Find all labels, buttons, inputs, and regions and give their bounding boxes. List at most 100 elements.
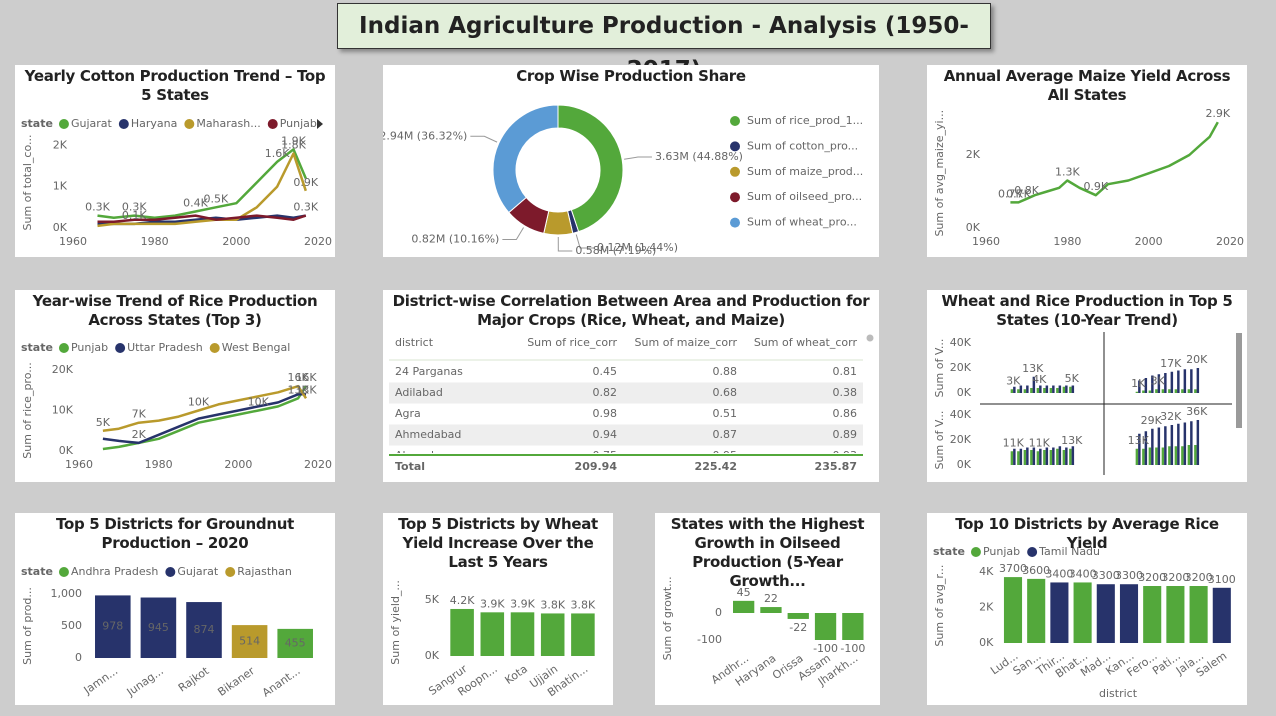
legend-label: West Bengal [222,341,291,354]
data-label: 13K [295,383,317,396]
bar [1144,378,1148,393]
bar [1049,388,1053,393]
bar [1142,390,1145,393]
total-cell: 235.87 [815,460,857,473]
table-cell: 0.45 [593,365,618,378]
bar [1058,446,1062,465]
bar [95,595,131,658]
table-cell: Adilabad [395,386,443,399]
data-label: 0.3K [122,201,147,214]
x-tick-label: 1980 [141,235,169,248]
bar [1027,578,1046,643]
x-tick-label: 1960 [59,235,87,248]
legend-marker [209,343,220,353]
chart-panel: Sum of avg_maize_yi... 0K 2K 1960 1980 2000 20… [927,65,1247,257]
data-label: 3100 [1208,573,1236,586]
data-label: 16K [287,371,309,384]
table-cell: Agra [395,407,421,420]
table-cell: 0.87 [713,428,738,441]
bar [1194,445,1197,465]
bar [1168,446,1171,465]
data-label: 455 [285,636,306,649]
data-label: 2.94M (36.32%) [383,129,467,142]
data-label: -22 [789,621,807,634]
legend-label: Sum of oilseed_pro... [747,190,862,203]
leader-line [624,156,652,160]
chart-svg: Sum of growt... -100045Andhr...22Haryana-… [661,576,865,689]
legend-label: Sum of cotton_pro... [747,139,858,152]
bar [1045,385,1049,393]
data-label: 945 [148,621,169,634]
legend-marker [730,217,740,228]
series-line [102,384,308,433]
legend-label: Punjab [280,117,317,130]
y-axis-label: Sum of avg_maize_yi... [933,110,946,237]
bar [1062,386,1066,393]
legend-marker [730,192,740,203]
data-label: 0.12M (1.44%) [597,241,678,254]
bar [1058,385,1062,393]
y-tick-label: 2K [966,148,981,161]
data-label: 5K [96,416,111,429]
x-tick-label: 1960 [972,235,1000,248]
x-tick-label: 2000 [224,458,252,471]
bar [1164,373,1167,393]
x-tick-label: Kota [502,662,529,687]
y-tick-label: 0K [53,221,68,234]
bar [1030,388,1033,393]
x-tick-label: Junag... [124,664,166,699]
bar [571,613,595,656]
data-label: 3200 [1185,571,1213,584]
x-tick-label: 1980 [145,458,173,471]
y-tick-label: 1K [53,180,68,193]
table-cell: Ahmedabad [395,428,461,441]
table-cell: 0.93 [833,449,858,462]
bar [1069,448,1072,465]
bar [1174,446,1178,465]
bar [1052,447,1055,465]
bar [1187,445,1191,465]
chart-svg: state Gujarat Haryana Maharash... Punjab Sum … [21,117,332,248]
bar [1073,582,1092,643]
bar [1019,448,1023,465]
bar [1003,577,1023,643]
y-tick-label: 20K [950,433,972,446]
bar [1155,389,1158,393]
y-axis-label: Sum of rice_pro... [21,362,34,458]
bar [1019,385,1023,393]
data-label: 10K [188,396,210,409]
dashboard-title: Indian Agriculture Production - Analysis… [337,3,991,83]
bar [1161,389,1165,393]
series-line [97,152,307,228]
legend-marker [58,567,69,577]
bar [1010,389,1014,393]
bar [1194,389,1197,393]
table-cell: 0.89 [833,428,858,441]
legend-scroll-arrow [317,119,323,129]
row-shade [389,382,863,404]
legend-marker [267,119,278,129]
bar [1096,584,1115,643]
data-label: 22 [764,592,778,605]
chart-svg: district Sum of rice_corr Sum of maize_cor… [389,334,874,473]
data-label: 10K [248,396,270,409]
bar [1071,385,1075,393]
total-cell: 225.42 [695,460,737,473]
legend-marker [1027,547,1038,557]
data-label: 1.8K [281,139,306,152]
bar [1069,386,1072,393]
bar [1043,388,1046,393]
chart-svg: Sum of avg_maize_yi... 0K 2K 1960 1980 2000 20… [933,107,1244,248]
y-axis-label: Sum of V... [933,411,946,470]
bar [1039,448,1042,465]
leader-line [557,236,573,252]
legend-marker [165,567,176,577]
table-cell: 0.51 [713,407,738,420]
leader-line [502,227,524,240]
bar [1170,425,1174,465]
data-label: 4.2K [450,594,475,607]
chart-panel: 3.63M (44.88%) 0.12M (1.44%) 0.58M (7.19%)… [383,65,879,257]
table-cell: 0.94 [593,428,618,441]
bar [1183,369,1187,393]
bar [733,600,755,613]
